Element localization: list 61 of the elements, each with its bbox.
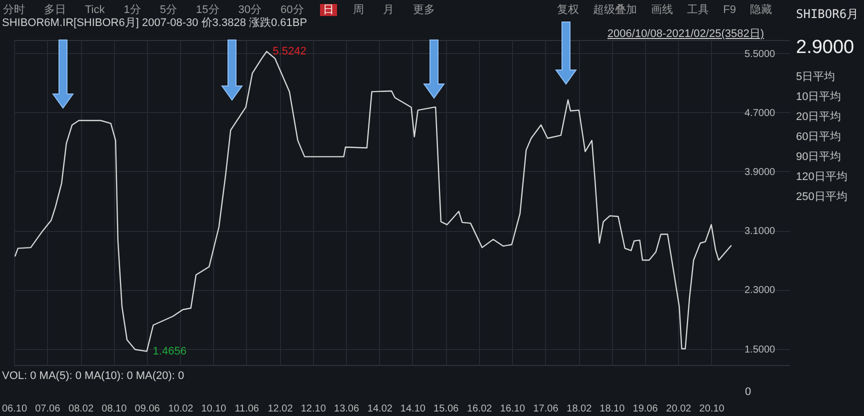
text: 90日平均: [796, 150, 842, 164]
text: 15分: [195, 4, 220, 16]
text: 超级叠加: [593, 4, 638, 16]
text: 10日平均: [796, 90, 842, 104]
y-tick-label: 3.1000: [744, 226, 776, 238]
text: 复权: [557, 4, 580, 16]
text: 更多: [412, 4, 436, 16]
x-tick-label: 14.02: [367, 404, 393, 414]
x-tick-label: 10.10: [201, 404, 227, 414]
y-tick-label: 3.9000: [744, 166, 776, 178]
annotation: 5.5242: [272, 46, 306, 58]
y-tick-label: 4.7000: [744, 108, 776, 119]
y-tick-label: 5.5000: [744, 48, 776, 60]
x-tick-label: 10.02: [168, 404, 194, 414]
text: 5分: [158, 4, 178, 16]
x-tick-label: 16.02: [466, 404, 492, 414]
text: 工具: [687, 4, 710, 16]
x-tick-label: 18.10: [600, 404, 626, 414]
x-tick-label: 18.02: [566, 404, 592, 414]
text: 月: [382, 4, 395, 16]
x-tick-label: 14.10: [400, 404, 426, 414]
x-tick-label: 15.06: [434, 404, 460, 414]
text: 1分: [122, 4, 142, 16]
x-tick-label: 17.06: [533, 404, 559, 414]
text: 20日平均: [796, 110, 842, 124]
text: 250日平均: [796, 190, 848, 204]
annotation: 1.4656: [152, 345, 186, 358]
text: 2.9000: [796, 37, 856, 59]
x-tick-label: 12.02: [268, 404, 294, 414]
text: F9: [723, 4, 736, 16]
x-tick-label: 09.06: [134, 404, 160, 414]
text: 隐藏: [750, 4, 772, 16]
text: 60日平均: [796, 130, 842, 144]
x-tick-label: 13.06: [334, 404, 360, 414]
x-tick-label: 20.02: [666, 404, 692, 414]
text: 5日平均: [796, 70, 836, 84]
y-tick-label: 2.3000: [744, 285, 776, 296]
text: VOL: 0 MA(5): 0 MA(10): 0 MA(20): 0: [2, 370, 184, 382]
text: Tick: [84, 4, 106, 16]
x-tick-label: 07.06: [35, 404, 61, 414]
x-tick-label: 11.06: [234, 404, 260, 414]
x-tick-label: 16.10: [500, 404, 526, 414]
text: SHIBOR6月: [796, 6, 860, 23]
x-tick-label: 12.10: [300, 404, 326, 414]
x-tick-label: 06.10: [2, 404, 28, 414]
x-tick-label: 08.10: [102, 404, 128, 414]
x-tick-label: 20.10: [699, 404, 725, 414]
text: 画线: [651, 4, 674, 16]
text: 30分: [237, 4, 263, 16]
text: 60分: [280, 4, 305, 16]
text: 120日平均: [796, 170, 848, 184]
y-tick-label: 1.5000: [744, 344, 776, 356]
text: 0: [745, 386, 752, 398]
chart-title: SHIBOR6M.IR[SHIBOR6月] 2007-08-30 价3.3828 涨跌0.61BP: [2, 16, 308, 30]
text: 多日: [43, 4, 67, 16]
text: 分时: [2, 4, 26, 16]
text: 周: [352, 4, 365, 16]
chart-subtitle: 2006/10/08-2021/02/25(3582日): [607, 27, 764, 41]
text: 日: [320, 4, 337, 16]
x-tick-label: 08.02: [68, 404, 94, 414]
x-tick-label: 19.06: [632, 404, 658, 414]
